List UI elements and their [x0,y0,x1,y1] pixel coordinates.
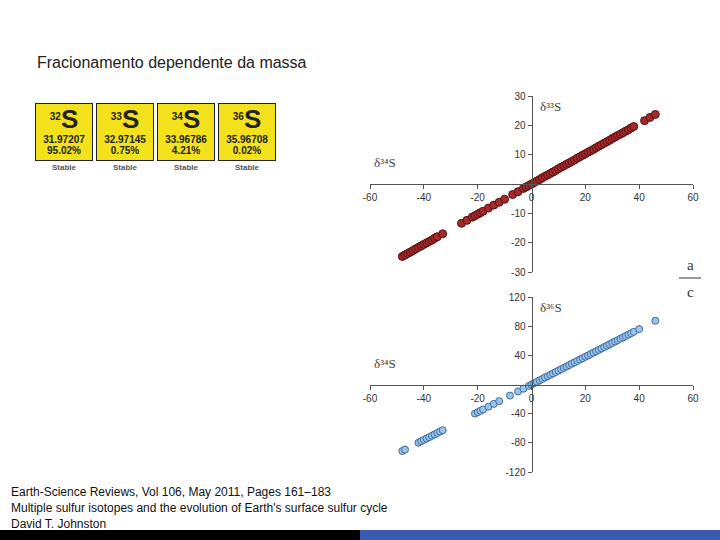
svg-text:c: c [687,284,694,300]
svg-text:δ³⁶S: δ³⁶S [540,300,562,315]
svg-text:-80: -80 [511,437,526,448]
html-text:32.97145: 32.97145 [104,134,146,145]
svg-text:δ³⁴S: δ³⁴S [374,155,396,170]
svg-text:-10: -10 [511,208,526,219]
svg-text:20: 20 [514,120,526,131]
svg-text:60: 60 [687,192,699,203]
html-text:34: 34 [171,111,183,122]
svg-text:a: a [687,257,694,273]
html-text:Stable: Stable [235,163,259,172]
svg-text:-20: -20 [470,192,485,203]
svg-text:40: 40 [634,192,646,203]
html-text:33.96786: 33.96786 [165,134,207,145]
html-text:Earth-Science Reviews, Vol 106: Earth-Science Reviews, Vol 106, May 2011… [11,485,331,499]
svg-text:δ³⁴S: δ³⁴S [374,356,396,371]
html-text:33: 33 [110,111,122,122]
svg-text:80: 80 [514,321,526,332]
svg-text:60: 60 [687,393,699,404]
svg-text:20: 20 [580,393,592,404]
svg-text:-40: -40 [417,192,432,203]
html-text:32: 32 [49,111,61,122]
svg-text:120: 120 [509,292,526,303]
svg-text:-20: -20 [470,393,485,404]
html-text:35.96708: 35.96708 [226,134,268,145]
html-text:95.02%: 95.02% [47,145,81,156]
svg-text:20: 20 [580,192,592,203]
html-text:S: S [60,104,79,134]
svg-text:0: 0 [529,393,535,404]
svg-text:-30: -30 [511,267,526,278]
svg-text:40: 40 [634,393,646,404]
html-text:31.97207: 31.97207 [43,134,85,145]
svg-text:-60: -60 [363,192,378,203]
html-text:David T. Johnston: David T. Johnston [11,517,107,531]
svg-text:30: 30 [514,91,526,102]
html-text:36: 36 [232,111,244,122]
html-text:S: S [182,104,201,134]
svg-text:δ³³S: δ³³S [540,99,561,114]
html-text:0.75%: 0.75% [110,145,140,156]
svg-text:-20: -20 [511,237,526,248]
svg-text:-40: -40 [417,393,432,404]
html-text:4.21%: 4.21% [171,145,201,156]
html-text:Stable: Stable [52,163,76,172]
html-text:S: S [121,104,140,134]
html-text:S: S [243,104,262,134]
html-text:0.02%: 0.02% [232,145,262,156]
svg-text:40: 40 [514,350,526,361]
svg-text:0: 0 [529,192,535,203]
html-text:Stable: Stable [113,163,137,172]
html-text:Stable: Stable [174,163,198,172]
svg-text:10: 10 [514,149,526,160]
svg-text:-120: -120 [505,467,525,478]
svg-text:-60: -60 [363,393,378,404]
svg-text:-40: -40 [511,408,526,419]
html-text:Fracionamento dependente da ma: Fracionamento dependente da massa [37,54,307,71]
html-text:Multiple sulfur isotopes and t: Multiple sulfur isotopes and the evoluti… [11,501,388,515]
